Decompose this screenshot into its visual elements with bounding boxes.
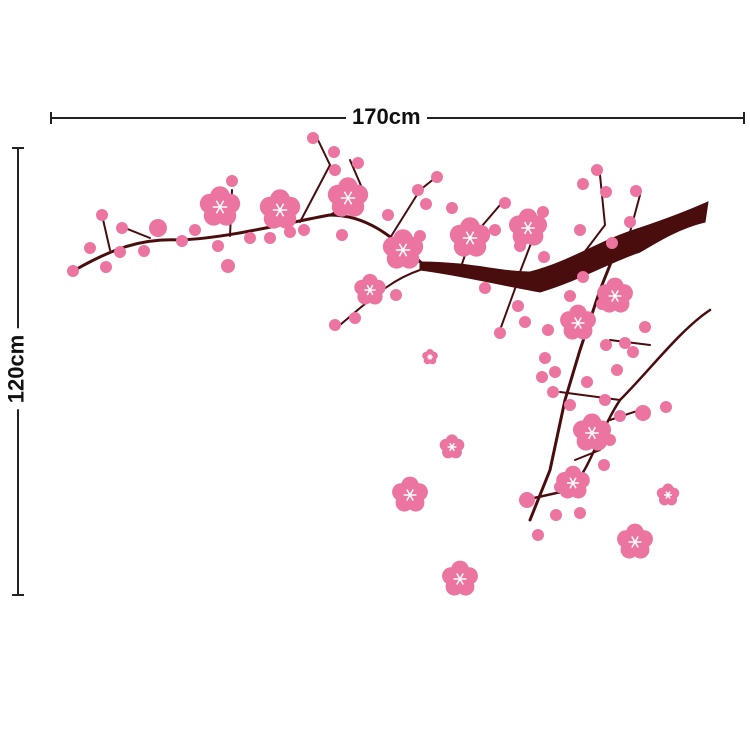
blossoms: [67, 132, 680, 596]
branch: [559, 391, 621, 401]
blossom-flower: [617, 523, 653, 559]
blossom-bud: [630, 185, 642, 197]
branch: [73, 213, 427, 272]
blossom-bud: [431, 171, 443, 183]
blossom-bud: [329, 164, 341, 176]
blossom-bud: [114, 246, 126, 258]
blossom-bud: [284, 226, 296, 238]
blossom-bud: [600, 186, 612, 198]
blossom-bud: [537, 206, 549, 218]
blossom-bud: [581, 376, 593, 388]
blossom-bud: [412, 184, 424, 196]
blossom-bud: [489, 224, 501, 236]
blossom-bud: [577, 178, 589, 190]
blossom-flower: [199, 186, 241, 226]
blossom-flower: [354, 273, 386, 305]
blossom-bud: [390, 289, 402, 301]
blossom-bud: [606, 237, 618, 249]
branch: [528, 238, 622, 522]
blossom-bud: [446, 202, 458, 214]
blossom-flower: [449, 217, 491, 257]
width-label: 170cm: [346, 104, 427, 130]
blossom-bud: [611, 364, 623, 376]
blossom-bud: [382, 209, 394, 221]
blossom-flower: [572, 413, 612, 451]
blossom-bud: [539, 352, 551, 364]
branch: [299, 139, 332, 223]
blossom-bud: [329, 319, 341, 331]
blossom-bud: [298, 224, 310, 236]
blossom-bud: [264, 232, 276, 244]
blossom-flower: [508, 208, 548, 246]
blossom-flower: [327, 177, 369, 217]
blossom-bud: [519, 492, 535, 508]
blossom-bud: [512, 300, 524, 312]
blossom-bud: [336, 229, 348, 241]
blossom-bud: [624, 216, 636, 228]
blossom-flower: [442, 560, 478, 596]
branch: [499, 274, 521, 331]
blossom-flower: [656, 483, 680, 506]
blossom-bud: [328, 146, 340, 158]
blossom-bud: [352, 157, 364, 169]
blossom-bud: [599, 394, 611, 406]
blossom-bud: [538, 251, 550, 263]
blossom-bud: [244, 232, 256, 244]
blossom-flower: [439, 434, 465, 459]
blossom-bud: [212, 240, 224, 252]
blossom-bud: [84, 242, 96, 254]
blossom-bud: [499, 197, 511, 209]
blossom-flower: [556, 465, 590, 499]
blossom-bud: [116, 222, 128, 234]
blossom-bud: [138, 245, 150, 257]
blossom-flower: [382, 229, 424, 269]
blossom-bud: [574, 507, 586, 519]
branch: [523, 308, 712, 502]
blossom-bud: [226, 175, 238, 187]
blossom-bud: [100, 261, 112, 273]
blossom-flower: [392, 476, 428, 512]
branches: [73, 139, 712, 522]
blossom-bud: [574, 224, 586, 236]
trunk: [419, 201, 709, 293]
blossom-bud: [349, 312, 361, 324]
blossom-flower: [259, 189, 301, 229]
blossom-flower: [597, 277, 633, 313]
blossom-bud: [307, 132, 319, 144]
blossom-bud: [577, 271, 589, 283]
blossom-bud: [619, 337, 631, 349]
blossom-bud: [614, 410, 626, 422]
blossom-bud: [639, 321, 651, 333]
blossom-bud: [536, 371, 548, 383]
blossom-bud: [598, 459, 610, 471]
blossom-bud: [635, 405, 651, 421]
blossom-bud: [479, 282, 491, 294]
blossom-bud: [564, 399, 576, 411]
blossom-bud: [627, 346, 639, 358]
blossom-bud: [600, 339, 612, 351]
blossom-bud: [532, 529, 544, 541]
blossom-bud: [189, 224, 201, 236]
blossom-bud: [591, 164, 603, 176]
blossom-flower: [560, 304, 596, 340]
blossom-bud: [420, 198, 432, 210]
blossom-bud: [494, 327, 506, 339]
branch: [124, 227, 151, 239]
blossom-bud: [660, 401, 672, 413]
blossom-bud: [96, 209, 108, 221]
blossom-bud: [221, 259, 235, 273]
blossom-bud: [149, 219, 167, 237]
blossom-bud: [550, 509, 562, 521]
blossom-bud: [519, 316, 531, 328]
branch: [574, 449, 601, 461]
blossom-bud: [547, 386, 559, 398]
height-label: 120cm: [3, 328, 30, 410]
blossom-bud: [176, 235, 188, 247]
blossom-flower: [422, 348, 438, 365]
blossom-bud: [564, 290, 576, 302]
blossom-bud: [549, 366, 561, 378]
blossom-bud: [542, 324, 554, 336]
blossom-bud: [67, 265, 79, 277]
